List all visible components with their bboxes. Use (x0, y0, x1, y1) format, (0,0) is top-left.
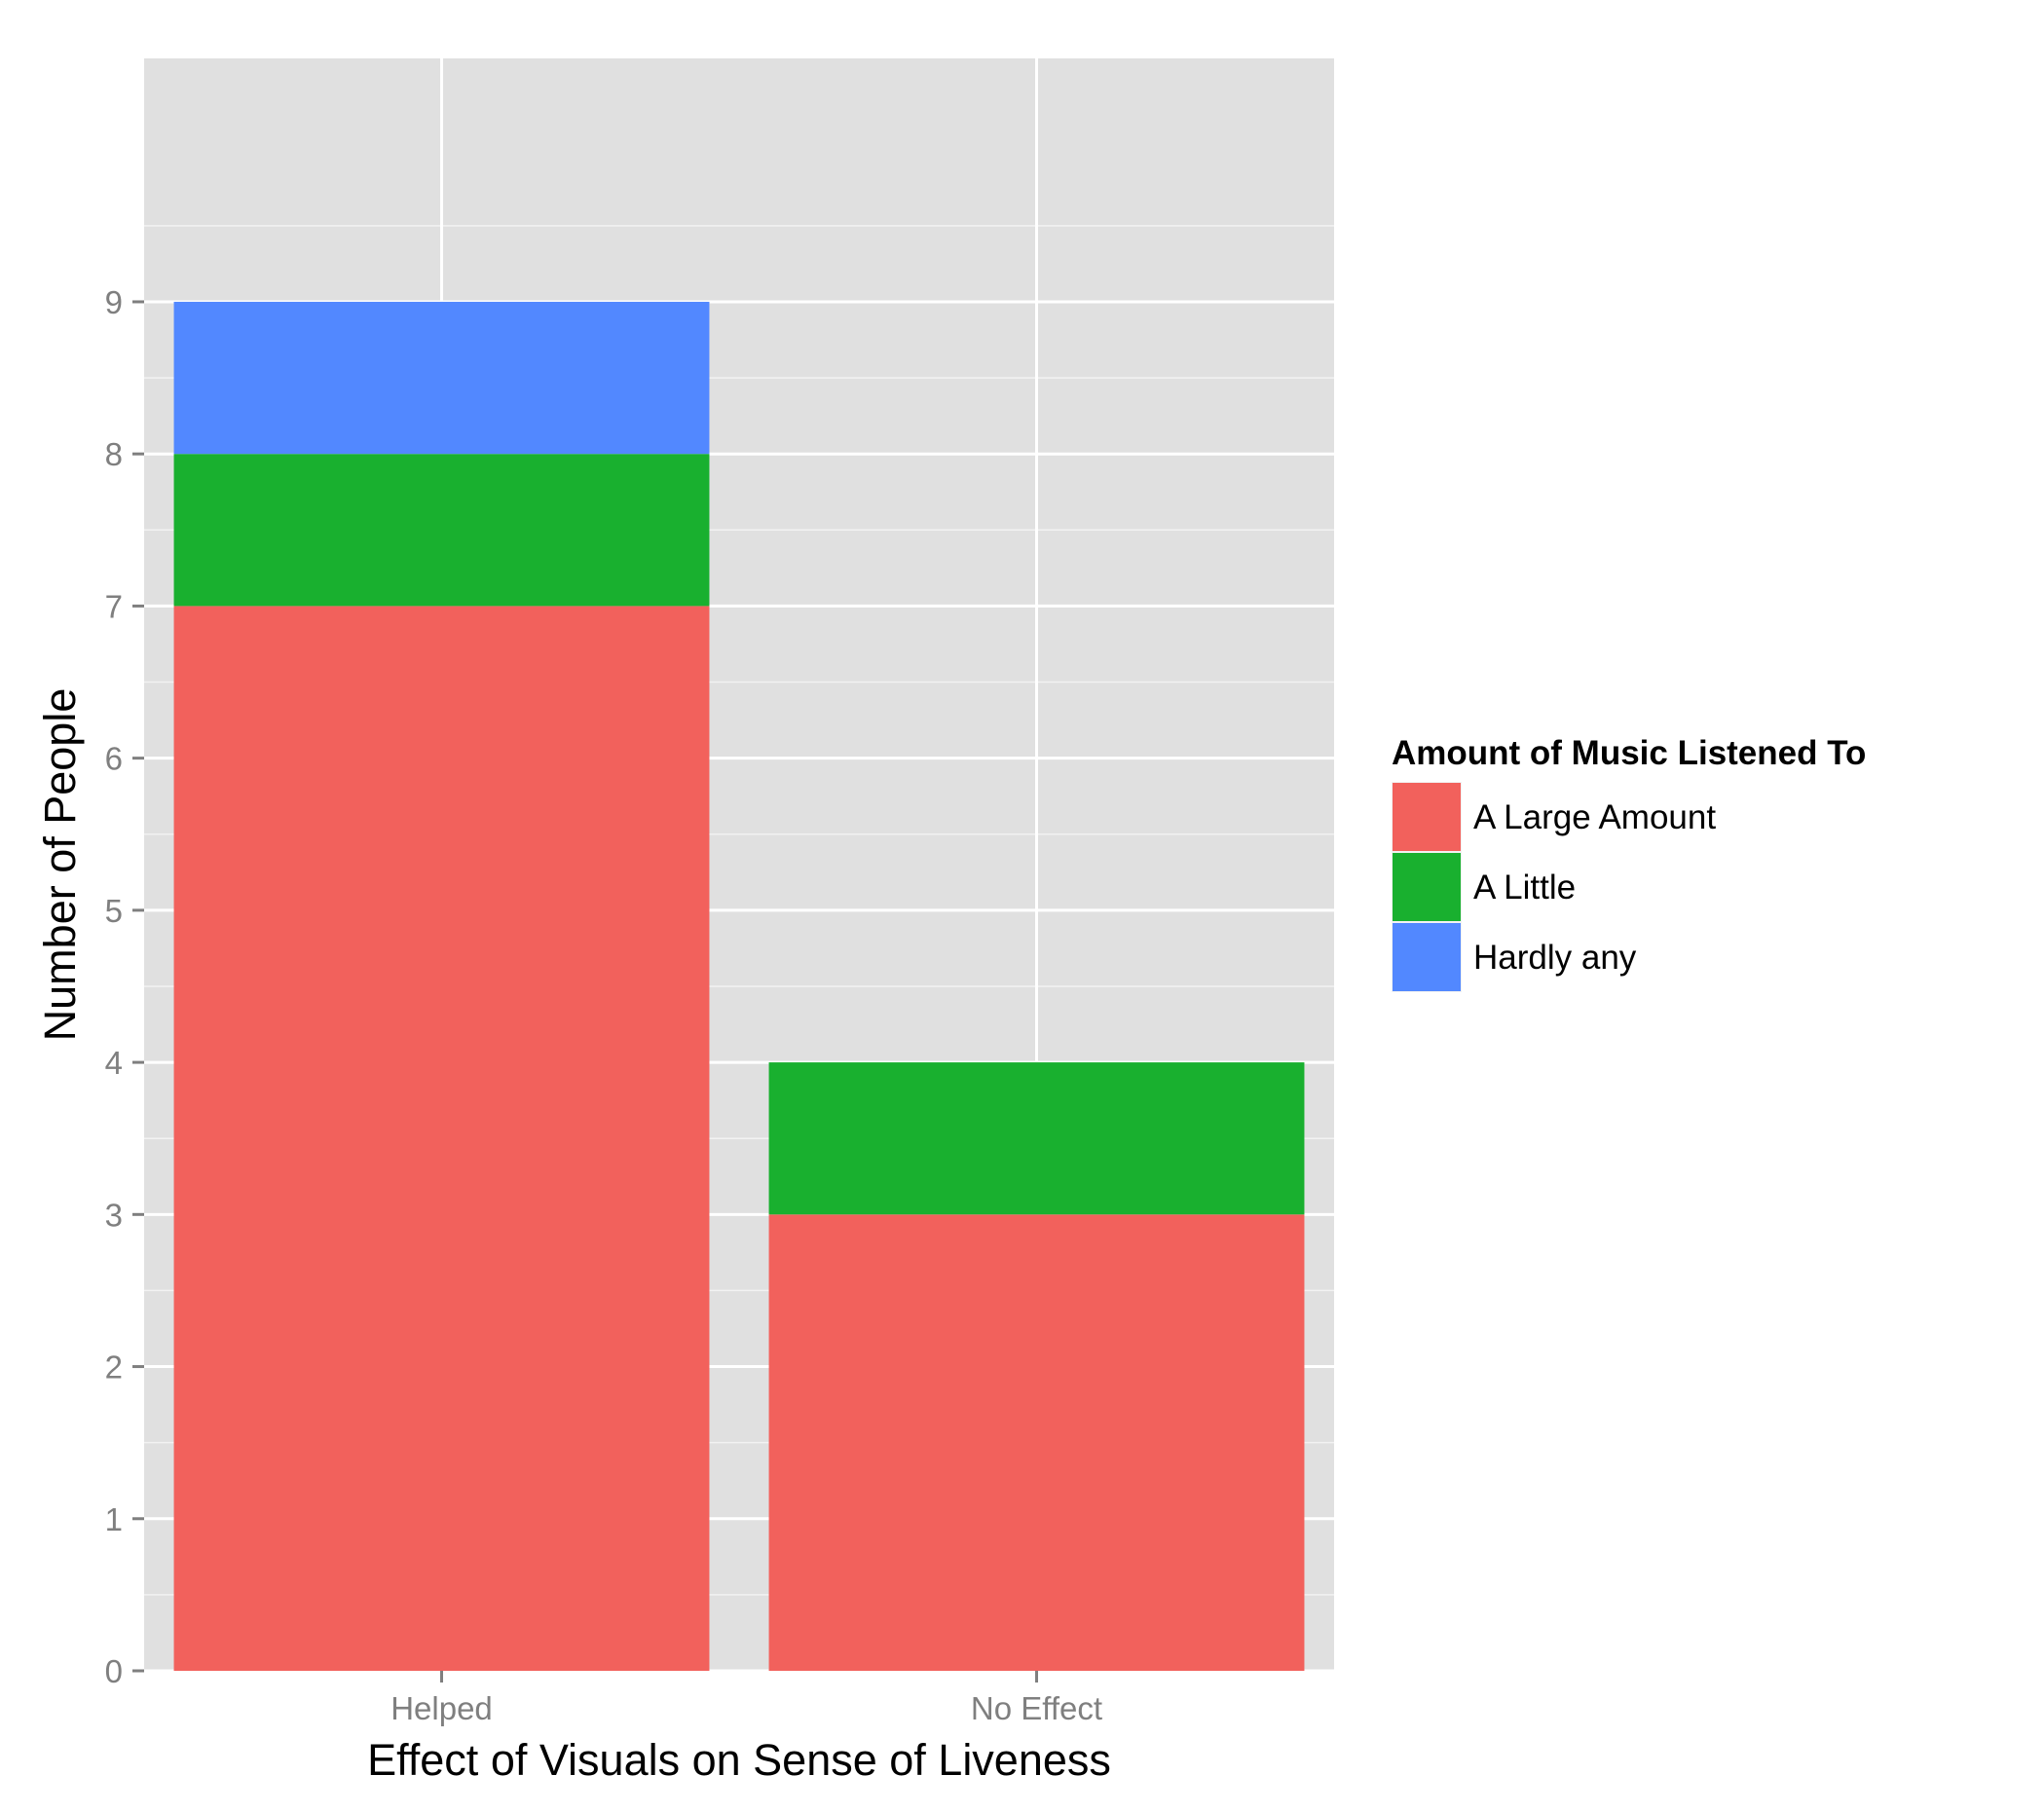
y-tick-label: 2 (105, 1350, 123, 1386)
y-tick-label: 1 (105, 1501, 123, 1537)
legend-label: A Little (1473, 869, 1576, 906)
bar-segment (768, 1062, 1305, 1215)
bar-segment (768, 1214, 1305, 1671)
legend: Amount of Music Listened To A Large Amou… (1392, 734, 1866, 992)
y-tick-label: 0 (105, 1653, 123, 1689)
bars-layer (173, 301, 1305, 1672)
legend-swatch (1393, 923, 1461, 991)
y-tick-label: 8 (105, 436, 123, 472)
axis-layer: 0 1 2 3 4 5 6 7 8 9 Helped No Effect (105, 284, 1102, 1726)
x-axis-title: Effect of Visuals on Sense of Liveness (367, 1735, 1111, 1785)
legend-items: A Large Amount A Little Hardly any (1392, 782, 1716, 992)
y-tick-label: 7 (105, 588, 123, 624)
x-tick-label: Helped (390, 1690, 493, 1726)
y-tick-label: 9 (105, 284, 123, 320)
bar-segment (173, 606, 710, 1672)
y-axis-title: Number of People (35, 688, 85, 1042)
bar-segment (173, 454, 710, 607)
bar-segment (173, 301, 710, 455)
legend-label: A Large Amount (1473, 798, 1716, 836)
legend-swatch (1393, 783, 1461, 851)
y-tick-label: 4 (105, 1045, 123, 1081)
legend-title: Amount of Music Listened To (1392, 734, 1866, 772)
legend-label: Hardly any (1473, 939, 1637, 977)
y-tick-label: 3 (105, 1197, 123, 1233)
legend-swatch (1393, 853, 1461, 921)
y-tick-label: 5 (105, 893, 123, 929)
y-tick-label: 6 (105, 741, 123, 777)
x-tick-label: No Effect (971, 1690, 1102, 1726)
